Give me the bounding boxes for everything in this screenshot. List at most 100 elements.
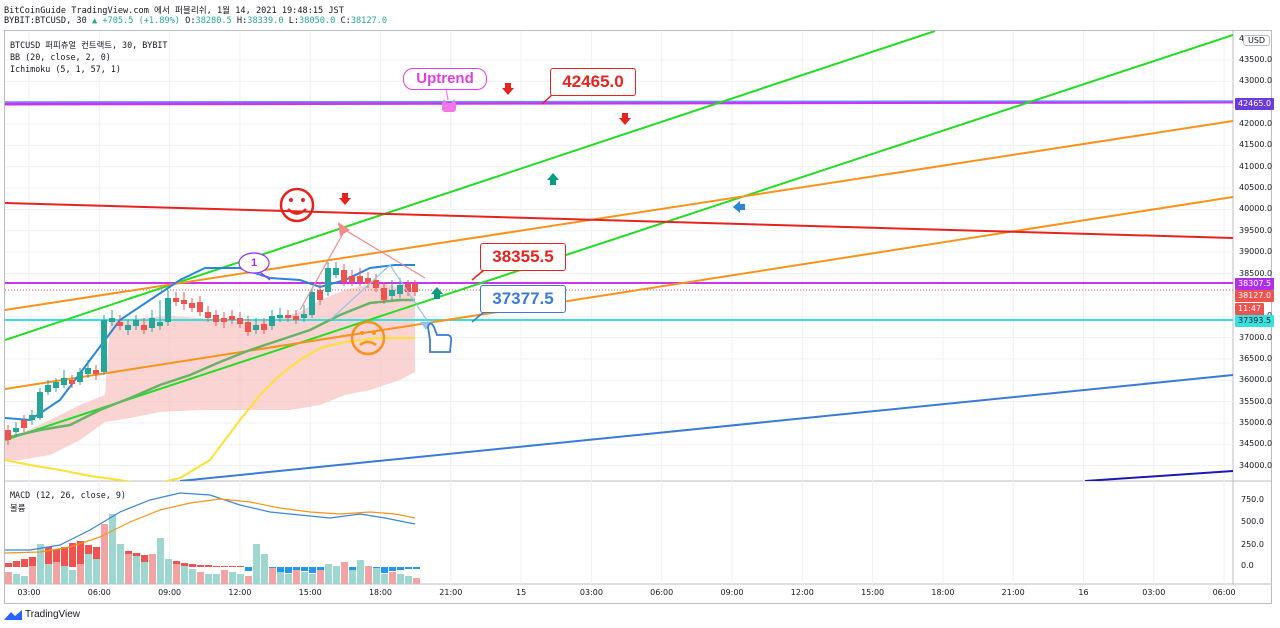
trendline-orange-lower[interactable] <box>5 196 1233 390</box>
volume-bar <box>77 564 84 584</box>
level-line-42465-blue[interactable] <box>5 100 1233 103</box>
brand-name: TradingView <box>25 609 81 620</box>
pointing-hand-icon[interactable] <box>427 322 453 353</box>
price-tick: 35000.0 <box>1239 417 1273 427</box>
candle-body <box>13 428 19 432</box>
candlesticks <box>5 262 418 445</box>
projection-path-down[interactable] <box>329 264 431 326</box>
volume-bars <box>5 514 420 584</box>
price-tick: 39500.0 <box>1239 225 1273 235</box>
ichimoku-legend[interactable]: Ichimoku (5, 1, 57, 1) <box>10 64 121 74</box>
price-tick: 41500.0 <box>1239 140 1273 150</box>
tradingview-logo[interactable]: TradingView <box>4 609 80 620</box>
candle-body <box>125 325 131 330</box>
trendline-red[interactable] <box>5 202 1233 239</box>
volume-bar <box>213 574 220 584</box>
price-tag-last: 38127.0 <box>1235 290 1275 302</box>
candle-body <box>69 380 75 384</box>
candle-body <box>317 290 323 300</box>
symbol-legend[interactable]: BTCUSD 퍼피츄얼 컨트랙트, 30, BYBIT <box>10 40 168 50</box>
macd-bar <box>181 563 188 567</box>
volume-bar <box>333 566 340 584</box>
arrow-down-icon[interactable] <box>502 83 514 95</box>
volume-bar <box>397 574 404 584</box>
price-tick: 36000.0 <box>1239 375 1273 385</box>
macd-bar <box>237 566 244 567</box>
macd-tick: 750.0 <box>1241 495 1264 504</box>
cat-icon <box>442 99 456 112</box>
candle-body <box>381 288 387 300</box>
time-tick: 15:00 <box>861 588 885 597</box>
volume-bar <box>349 570 356 584</box>
wave-bubble-number: 1 <box>250 257 258 269</box>
macd-legend[interactable]: MACD (12, 26, close, 9) <box>10 490 126 500</box>
volume-bar <box>149 554 156 584</box>
candle-body <box>221 318 227 322</box>
macd-bar <box>285 567 292 573</box>
volume-bar <box>341 562 348 584</box>
candle-body <box>253 325 259 330</box>
volume-bar <box>85 554 92 584</box>
candle-body <box>117 322 123 326</box>
volume-bar <box>189 569 196 584</box>
candle-body <box>325 268 331 292</box>
trendline-green-lower[interactable] <box>5 34 1233 441</box>
candle-body <box>309 292 315 315</box>
volume-bar <box>125 554 132 584</box>
price-tag-level1: 42465.0 <box>1235 98 1275 110</box>
candle-body <box>5 430 11 440</box>
volume-bar <box>357 560 364 584</box>
volume-bar <box>285 574 292 584</box>
volume-bar <box>181 566 188 584</box>
macd-line <box>5 492 416 551</box>
price-tick: 37000.0 <box>1239 332 1273 342</box>
volume-bar <box>101 524 108 584</box>
callout-high-pointer <box>541 94 553 105</box>
candle-body <box>77 372 83 382</box>
volume-bar <box>373 568 380 584</box>
callout-low-pointer <box>471 311 485 323</box>
volume-bar <box>29 566 36 584</box>
wave-bubble-1[interactable] <box>238 252 270 274</box>
volume-legend[interactable]: 볼륨 <box>10 503 26 513</box>
uptrend-pointer <box>445 87 449 101</box>
callout-37377[interactable]: 37377.5 <box>480 285 566 313</box>
arrow-down-icon[interactable] <box>619 113 631 125</box>
arrow-up-icon[interactable] <box>431 287 443 299</box>
smile-face-icon[interactable] <box>279 187 315 223</box>
arrow-down-icon[interactable] <box>339 193 351 205</box>
callout-42465[interactable]: 42465.0 <box>550 68 636 96</box>
time-tick: 06:00 <box>87 588 111 597</box>
candle-body <box>269 316 275 326</box>
macd-bar <box>389 567 396 571</box>
price-tick: 38500.0 <box>1239 268 1273 278</box>
trendline-green-upper[interactable] <box>5 31 936 341</box>
trendline-navy[interactable] <box>1084 470 1233 481</box>
macd-bar <box>405 567 412 569</box>
time-tick: 21:00 <box>439 588 463 597</box>
macd-bar <box>189 564 196 567</box>
uptrend-label[interactable]: Uptrend <box>403 68 487 90</box>
volume-bar <box>301 572 308 584</box>
sad-face-icon[interactable] <box>350 320 386 356</box>
trendline-orange-upper[interactable] <box>5 120 1233 311</box>
price-tick: 40000.0 <box>1239 204 1273 214</box>
candle-body <box>341 270 347 282</box>
arrow-left-icon[interactable] <box>733 201 745 213</box>
candle-body <box>21 420 27 428</box>
candle-body <box>205 312 211 318</box>
candle-body <box>261 324 267 330</box>
currency-button[interactable]: USD <box>1243 35 1271 46</box>
ichimoku-cloud <box>5 282 415 460</box>
candle-body <box>301 314 307 318</box>
trendline-blue[interactable] <box>179 374 1233 481</box>
time-tick: 09:00 <box>158 588 182 597</box>
low-value: 38050.0 <box>299 16 336 26</box>
callout-38355[interactable]: 38355.5 <box>480 243 566 271</box>
bb-legend[interactable]: BB (20, close, 2, 0) <box>10 52 111 62</box>
arrow-up-icon[interactable] <box>547 173 559 185</box>
price-tag-level2: 38307.5 <box>1235 278 1275 290</box>
time-tick: 03:00 <box>1142 588 1166 597</box>
volume-bar <box>389 572 396 584</box>
